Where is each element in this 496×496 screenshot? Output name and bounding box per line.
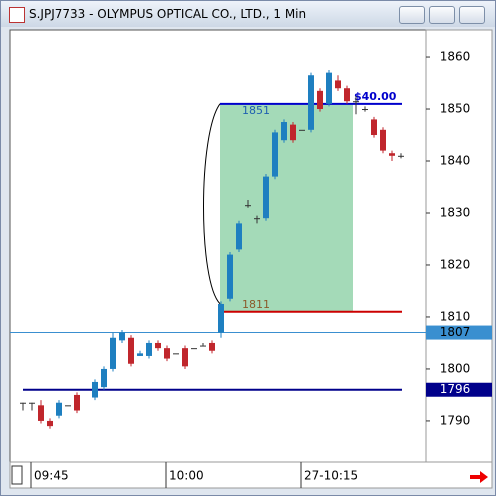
- candle-body: [38, 405, 44, 421]
- candle-body: [326, 72, 332, 104]
- candle-body: [146, 342, 152, 356]
- candle-body: [47, 420, 53, 427]
- candle-body: [245, 205, 251, 207]
- y-axis-area: [425, 29, 493, 463]
- candle-body: [20, 402, 26, 404]
- candle-body: [317, 90, 323, 110]
- candle-body: [218, 303, 224, 333]
- candle-body: [119, 332, 125, 341]
- scroll-arrow[interactable]: [470, 471, 488, 483]
- candle-body: [236, 223, 242, 250]
- candle-body: [92, 381, 98, 398]
- level-box: [426, 325, 492, 340]
- y-tick-label: 1810: [440, 309, 471, 323]
- candle-body: [344, 88, 350, 102]
- x-tick-label: 09:45: [34, 469, 69, 483]
- candle-body: [65, 405, 71, 407]
- x-axis-area: [9, 461, 493, 489]
- candle-body: [182, 348, 188, 367]
- candle-body: [380, 129, 386, 151]
- candle-body: [335, 80, 341, 89]
- candle-body: [308, 75, 314, 130]
- candle-body: [164, 348, 170, 359]
- candle-body: [263, 176, 269, 219]
- candle-body: [362, 109, 368, 111]
- measure-diff-label: $40.00: [354, 90, 397, 103]
- candle-body: [389, 153, 395, 156]
- candle-body: [281, 122, 287, 141]
- y-tick-label: 1860: [440, 50, 471, 64]
- level-label: 1796: [440, 382, 471, 396]
- y-tick-label: 1800: [440, 361, 471, 375]
- window-icon: [9, 7, 25, 23]
- level-box: [426, 382, 492, 397]
- y-tick-label: 1790: [440, 413, 471, 427]
- candle-body: [29, 402, 35, 404]
- candle-body: [56, 402, 62, 416]
- close-button[interactable]: [459, 6, 485, 24]
- candle-body: [353, 101, 359, 103]
- x-tick-label: 27-10:15: [304, 469, 358, 483]
- candle-body: [101, 368, 107, 388]
- candle-body: [398, 155, 404, 157]
- title-bar: S.JPJ7733 - OLYMPUS OPTICAL CO., LTD., 1…: [1, 1, 495, 27]
- y-tick-label: 1820: [440, 257, 471, 271]
- minimize-button[interactable]: [399, 6, 425, 24]
- window-title: S.JPJ7733 - OLYMPUS OPTICAL CO., LTD., 1…: [29, 7, 307, 21]
- y-tick-label: 1830: [440, 205, 471, 219]
- candle-body: [173, 353, 179, 355]
- candle-body: [200, 345, 206, 347]
- candle-body: [254, 218, 260, 220]
- y-tick-label: 1840: [440, 154, 471, 168]
- measure-high-label: 1851: [242, 104, 270, 117]
- candle-body: [137, 353, 143, 356]
- candle-body: [299, 129, 305, 131]
- level-label: 1807: [440, 325, 471, 339]
- candle-body: [290, 124, 296, 141]
- candle-body: [272, 132, 278, 177]
- candle-body: [74, 394, 80, 411]
- scroll-box[interactable]: [11, 465, 23, 485]
- maximize-button[interactable]: [429, 6, 455, 24]
- candle-body: [209, 342, 215, 351]
- candle-body: [128, 337, 134, 364]
- candle-body: [155, 342, 161, 349]
- candle-body: [191, 348, 197, 350]
- candle-body: [371, 119, 377, 136]
- candle-body: [110, 337, 116, 369]
- candle-body: [227, 254, 233, 299]
- measure-low-label: 1811: [242, 298, 270, 311]
- x-tick-label: 10:00: [169, 469, 204, 483]
- y-tick-label: 1850: [440, 102, 471, 116]
- measure-bracket: [203, 103, 221, 305]
